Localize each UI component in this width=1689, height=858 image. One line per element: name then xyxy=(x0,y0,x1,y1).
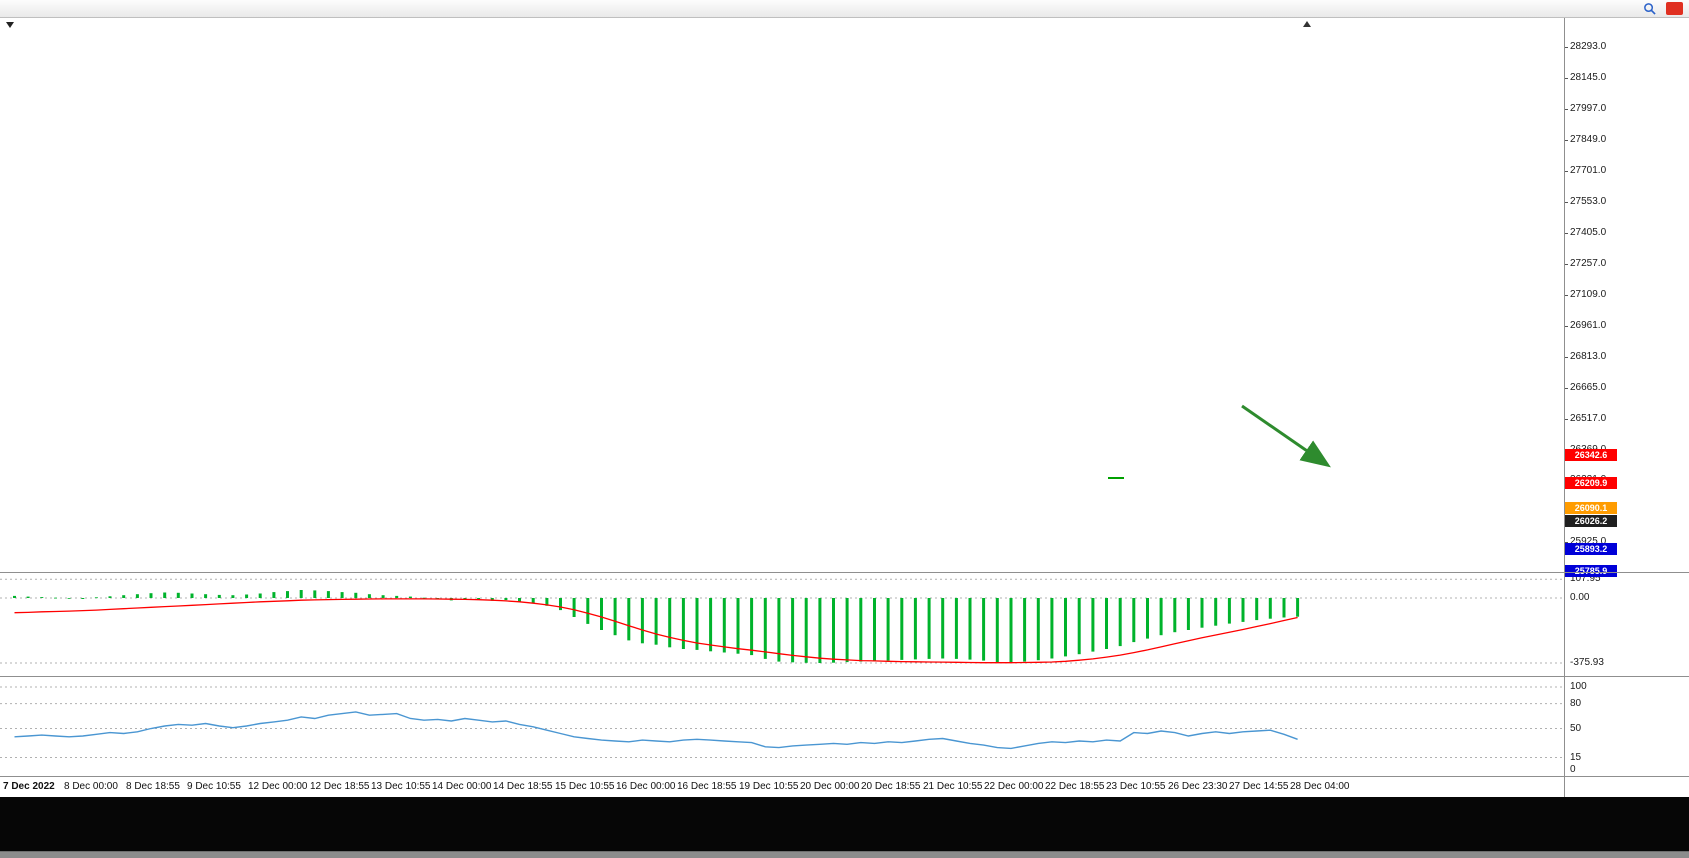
time-axis-separator xyxy=(0,776,1689,777)
rsi-line xyxy=(14,711,1298,750)
toolbar-right xyxy=(1639,0,1685,18)
panel-separator-macd-rsi[interactable] xyxy=(0,676,1689,677)
trend-arrow-annotation[interactable] xyxy=(1241,404,1331,468)
search-icon xyxy=(1643,2,1656,15)
chart-symbol-header xyxy=(6,22,27,28)
panel-separator-main-macd[interactable] xyxy=(0,572,1689,573)
search-button[interactable] xyxy=(1639,0,1660,18)
macd-histogram xyxy=(13,590,1300,663)
bottom-empty-area xyxy=(0,797,1689,858)
one-click-trading-icon[interactable] xyxy=(6,22,14,28)
main-toolbar xyxy=(0,0,1689,18)
horizontal-scrollbar[interactable] xyxy=(0,851,1689,858)
price-axis-line xyxy=(1564,18,1565,797)
chart-shift-marker[interactable] xyxy=(1303,21,1311,27)
notification-badge[interactable] xyxy=(1666,2,1683,15)
macd-signal-line xyxy=(14,598,1298,664)
